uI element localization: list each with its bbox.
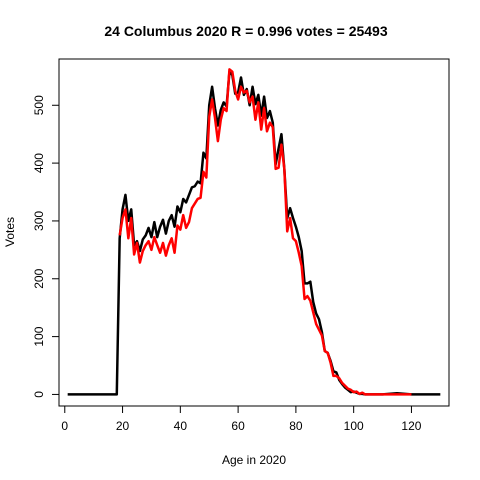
y-tick-label: 100 bbox=[32, 326, 46, 346]
y-tick-label: 400 bbox=[32, 153, 46, 173]
x-tick-label: 60 bbox=[231, 419, 245, 433]
series-layer bbox=[67, 68, 441, 396]
y-tick-label: 300 bbox=[32, 211, 46, 231]
x-tick-label: 100 bbox=[344, 419, 364, 433]
y-axis: 0 100 200 300 400 500 bbox=[32, 95, 60, 398]
series-line-2 bbox=[118, 68, 412, 396]
y-tick-label: 0 bbox=[32, 391, 46, 398]
x-axis: 0 20 40 60 80 100 120 bbox=[61, 405, 422, 433]
y-axis-label: Votes bbox=[3, 217, 17, 247]
x-tick-label: 80 bbox=[289, 419, 303, 433]
chart-title: 24 Columbus 2020 R = 0.996 votes = 25493 bbox=[104, 23, 387, 39]
x-axis-label: Age in 2020 bbox=[222, 453, 286, 467]
y-tick-label: 500 bbox=[32, 95, 46, 115]
x-tick-label: 120 bbox=[401, 419, 421, 433]
x-tick-label: 0 bbox=[61, 419, 68, 433]
series-line-1 bbox=[67, 70, 441, 396]
x-tick-label: 40 bbox=[174, 419, 188, 433]
y-tick-label: 200 bbox=[32, 268, 46, 288]
x-tick-label: 20 bbox=[116, 419, 130, 433]
